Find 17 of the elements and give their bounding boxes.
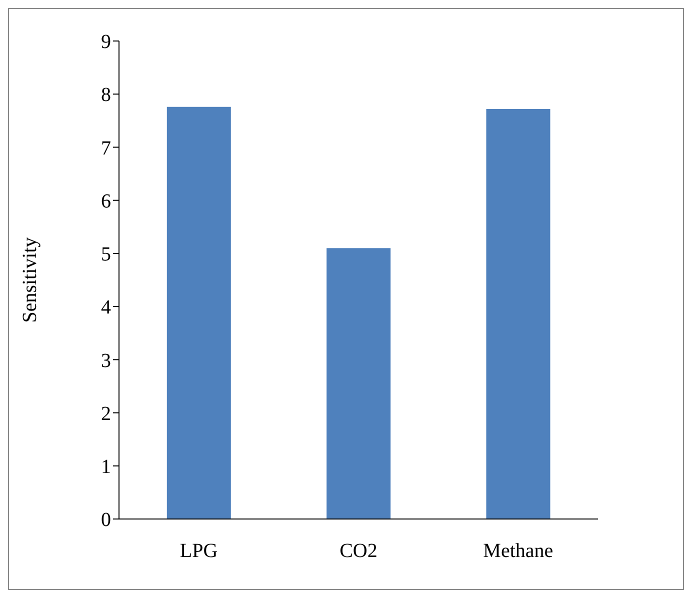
y-tick-label: 6: [101, 190, 111, 212]
x-tick-label: CO2: [340, 540, 378, 562]
y-tick-label: 4: [101, 296, 111, 319]
y-tick-label: 7: [101, 137, 111, 160]
x-tick-label: Methane: [483, 540, 554, 562]
y-tick-label: 3: [101, 350, 111, 372]
x-tick-label: LPG: [180, 540, 218, 562]
bar: [326, 248, 391, 519]
y-axis-title: Sensitivity: [19, 237, 42, 323]
y-tick-label: 9: [101, 31, 111, 54]
y-tick-label: 8: [101, 84, 111, 106]
y-tick-label: 5: [101, 244, 111, 266]
bar: [486, 108, 550, 519]
y-tick-label: 0: [101, 509, 111, 532]
bar: [166, 106, 231, 519]
y-tick-label: 2: [101, 402, 111, 425]
y-tick-label: 1: [101, 456, 111, 478]
